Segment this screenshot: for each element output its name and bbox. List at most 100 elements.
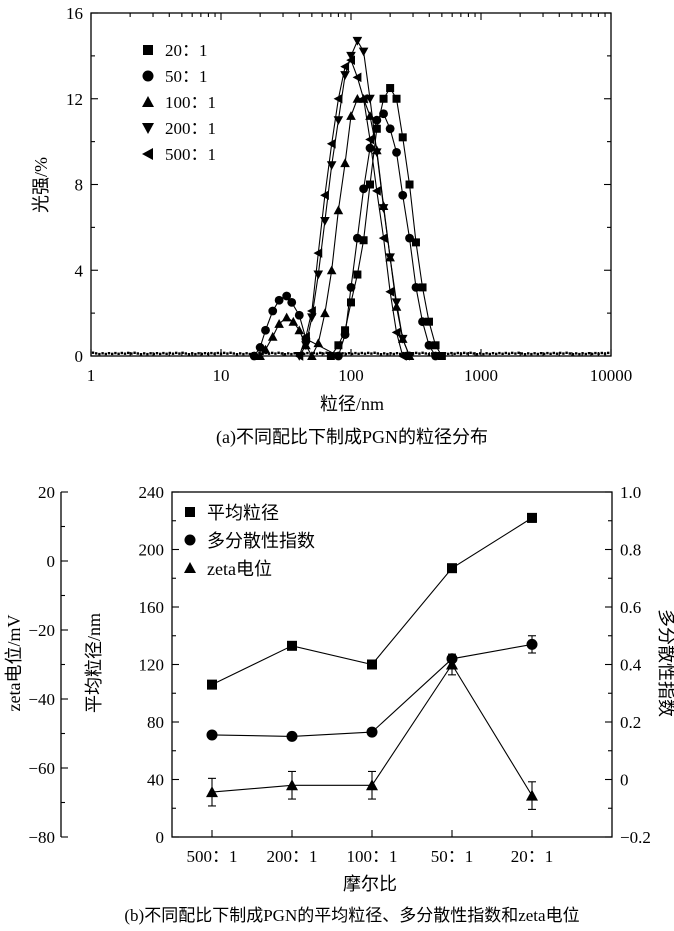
baseline-noise-mark [322, 352, 325, 355]
baseline-noise-mark [239, 352, 242, 355]
baseline-noise-mark [415, 351, 418, 355]
baseline-noise-mark [549, 352, 552, 355]
baseline-noise-mark [546, 351, 549, 355]
baseline-noise-mark [495, 352, 498, 356]
chart-b-legend-label: zeta电位 [207, 559, 272, 579]
baseline-noise-mark [379, 353, 383, 356]
baseline-noise-mark [123, 352, 127, 355]
baseline-noise-mark [562, 352, 565, 355]
chart-b-size-pdi-zeta: 200−20−40−60−80240200160120804001.00.80.… [4, 483, 674, 925]
baseline-noise-mark [267, 352, 271, 355]
baseline-noise-mark [111, 352, 114, 356]
chart-a-series-2 [255, 93, 415, 360]
baseline-noise-mark [210, 351, 213, 355]
chart-b-data-point [366, 779, 378, 791]
chart-a-particle-size-distribution: 1 10 100 1000 10000 0 4 8 12 16 20：1 50：1 100：1 200：… [31, 4, 632, 448]
chart-a-data-point [255, 343, 265, 352]
baseline-noise-mark [155, 352, 159, 355]
chart-b-zeta-axis-label: zeta电位/mV [4, 615, 24, 712]
baseline-noise-mark [555, 352, 559, 355]
baseline-noise-mark [159, 352, 162, 356]
chart-b-size-tick-label: 40 [147, 771, 164, 790]
baseline-noise-mark [178, 352, 181, 355]
chart-a-data-point [372, 186, 381, 196]
baseline-noise-mark [152, 352, 155, 356]
chart-a-data-point [359, 184, 368, 194]
chart-b-data-point [207, 679, 217, 690]
baseline-noise-mark [200, 352, 203, 356]
chart-a-data-point [353, 270, 362, 279]
baseline-noise-mark [117, 352, 120, 355]
chart-b-legend-label: 多分散性指数 [207, 531, 315, 551]
baseline-noise-mark [418, 352, 421, 355]
baseline-noise-mark [539, 352, 543, 355]
chart-a-data-point [405, 233, 414, 243]
baseline-noise-mark [325, 351, 328, 354]
baseline-noise-mark [235, 353, 239, 356]
baseline-noise-mark [91, 351, 95, 354]
chart-a-data-point [352, 36, 363, 46]
chart-a-data-point [287, 298, 297, 307]
baseline-noise-mark [143, 352, 146, 355]
chart-b-data-point [366, 726, 378, 738]
chart-a-data-point [352, 93, 363, 103]
chart-b-x-tick-label: 50：1 [431, 847, 474, 866]
chart-a-data-point [385, 286, 395, 297]
chart-b-size-tick-label: 160 [139, 598, 165, 617]
baseline-noise-mark [114, 351, 117, 355]
chart-a-data-point [268, 306, 278, 316]
baseline-noise-mark [552, 351, 555, 355]
chart-a-data-point [352, 233, 362, 243]
chart-a-data-point [365, 134, 374, 145]
chart-b-data-point [206, 786, 218, 798]
baseline-noise-mark [491, 352, 495, 355]
baseline-noise-mark [392, 352, 395, 356]
baseline-noise-mark [242, 352, 245, 356]
baseline-noise-mark [533, 352, 536, 355]
chart-a-y-tick-label: 8 [75, 176, 84, 195]
chart-b-x-tick-label: 200：1 [267, 847, 318, 866]
baseline-noise-mark [469, 351, 472, 354]
baseline-noise-mark [559, 351, 562, 355]
chart-a-x-tick-label: 10000 [590, 366, 633, 385]
chart-a-data-point [340, 330, 350, 339]
chart-a-series-line [259, 98, 411, 358]
chart-a-legend-marker [142, 123, 154, 134]
chart-b-pdi-tick-label: 0.8 [620, 541, 641, 560]
chart-a-series-line [330, 86, 443, 357]
chart-a-data-point [261, 325, 270, 335]
baseline-noise-mark [162, 351, 165, 355]
chart-a-data-point [398, 133, 407, 142]
chart-a-series-1 [249, 109, 440, 361]
chart-a-data-point [418, 317, 427, 327]
chart-a-x-tick-label: 1000 [464, 366, 498, 385]
baseline-noise-mark [591, 352, 594, 356]
baseline-noise-mark [587, 352, 591, 355]
baseline-noise-mark [271, 351, 274, 355]
chart-b-caption: (b)不同配比下制成PGN的平均粒径、多分散性指数和zeta电位 [124, 906, 579, 925]
baseline-noise-mark [527, 352, 530, 355]
baseline-noise-mark [575, 352, 578, 355]
chart-b-data-point [206, 729, 218, 741]
chart-a-series-4 [294, 55, 407, 361]
chart-a-data-point [346, 51, 356, 61]
chart-a-data-point [372, 124, 381, 133]
chart-a-data-point [372, 115, 382, 125]
chart-b-pdi-tick-label: 0.2 [620, 713, 641, 732]
chart-a-y-tick-label: 4 [75, 261, 84, 280]
baseline-noise-mark [104, 352, 107, 356]
chart-b-x-tick-label: 20：1 [511, 847, 554, 866]
chart-a-data-point [411, 238, 420, 247]
baseline-noise-mark [347, 352, 351, 355]
baseline-noise-mark [277, 351, 280, 354]
chart-a-data-point [359, 236, 368, 245]
baseline-noise-mark [315, 352, 319, 355]
baseline-noise-mark [367, 351, 370, 355]
chart-a-legend-marker [143, 45, 153, 55]
baseline-noise-mark [98, 352, 101, 356]
chart-b-series-2 [206, 653, 538, 810]
baseline-noise-mark [197, 352, 200, 355]
chart-b-data-point [447, 563, 457, 574]
baseline-noise-mark [290, 352, 293, 356]
